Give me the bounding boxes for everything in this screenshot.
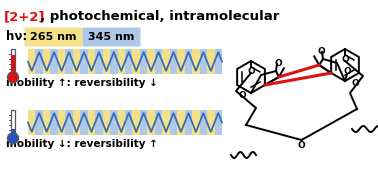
Circle shape — [8, 133, 19, 144]
Text: mobility ↑: reversibility ↓: mobility ↑: reversibility ↓ — [6, 78, 158, 88]
Circle shape — [8, 72, 19, 83]
Text: O: O — [247, 66, 255, 75]
Text: O: O — [341, 55, 349, 64]
Text: 345 nm: 345 nm — [88, 32, 135, 42]
Bar — [11, 129, 15, 135]
Bar — [50, 110, 58, 135]
Bar — [58, 110, 65, 135]
Text: mobility ↓: reversibility ↑: mobility ↓: reversibility ↑ — [6, 139, 158, 149]
Bar — [102, 110, 110, 135]
Bar — [140, 49, 147, 74]
Bar — [88, 110, 95, 135]
Bar — [95, 49, 102, 74]
Bar — [162, 49, 170, 74]
Bar — [80, 49, 88, 74]
Bar — [110, 49, 118, 74]
Bar — [215, 49, 222, 74]
Bar — [132, 110, 140, 135]
Bar — [170, 49, 177, 74]
Bar — [155, 110, 162, 135]
Bar — [177, 49, 185, 74]
Bar — [207, 49, 215, 74]
Bar — [11, 49, 15, 74]
Text: O: O — [274, 58, 282, 68]
Bar — [200, 49, 207, 74]
Bar — [28, 110, 36, 135]
Bar — [125, 110, 132, 135]
Bar — [110, 110, 118, 135]
Text: hν:: hν: — [6, 30, 27, 43]
Bar — [192, 49, 200, 74]
FancyBboxPatch shape — [82, 28, 141, 46]
Bar — [170, 110, 177, 135]
Bar — [28, 49, 36, 74]
Text: O: O — [238, 91, 246, 100]
Bar — [58, 49, 65, 74]
Text: O: O — [351, 80, 359, 89]
Bar — [88, 49, 95, 74]
Bar — [155, 49, 162, 74]
Bar — [125, 49, 132, 74]
Bar — [140, 110, 147, 135]
Bar — [215, 110, 222, 135]
Bar — [192, 110, 200, 135]
Bar — [147, 49, 155, 74]
Bar — [185, 49, 192, 74]
Bar — [80, 110, 88, 135]
Bar — [50, 49, 58, 74]
Bar — [11, 110, 15, 135]
Bar — [36, 110, 43, 135]
Bar — [102, 49, 110, 74]
Bar — [65, 110, 73, 135]
Bar — [43, 110, 50, 135]
Bar — [11, 55, 15, 74]
Bar — [73, 49, 80, 74]
Bar — [95, 110, 102, 135]
Bar — [65, 49, 73, 74]
Text: 265 nm: 265 nm — [30, 32, 77, 42]
Bar — [118, 49, 125, 74]
FancyBboxPatch shape — [25, 28, 82, 46]
Bar — [132, 49, 140, 74]
Bar — [162, 110, 170, 135]
Bar — [43, 49, 50, 74]
Text: , photochemical, intramolecular: , photochemical, intramolecular — [40, 10, 279, 23]
Bar — [147, 110, 155, 135]
Bar — [185, 110, 192, 135]
Text: [2+2]: [2+2] — [4, 10, 45, 23]
Bar — [207, 110, 215, 135]
Bar — [200, 110, 207, 135]
Text: O: O — [343, 66, 351, 75]
Text: O: O — [317, 46, 325, 55]
Bar — [73, 110, 80, 135]
Bar — [118, 110, 125, 135]
Bar — [177, 110, 185, 135]
Bar — [36, 49, 43, 74]
Text: O: O — [297, 141, 305, 150]
